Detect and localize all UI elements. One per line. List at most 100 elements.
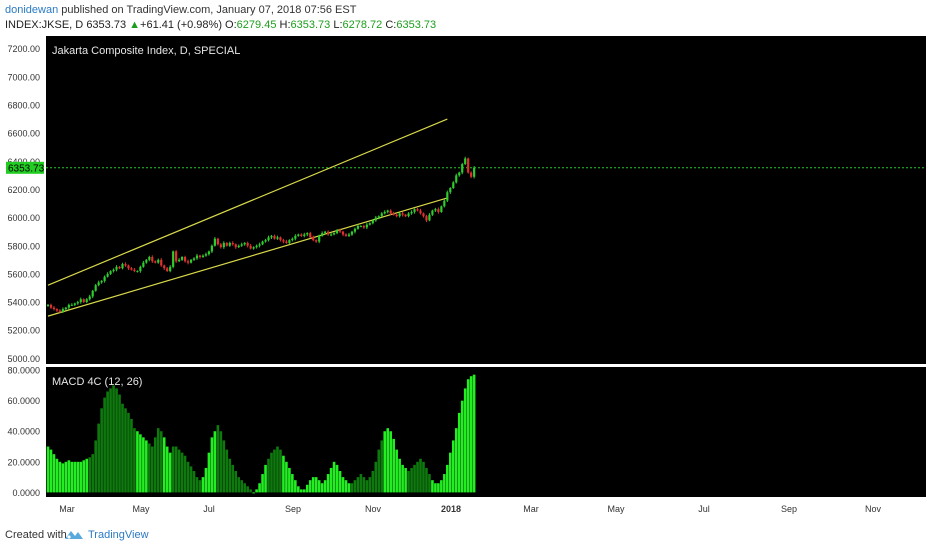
candle <box>389 209 392 216</box>
candle <box>88 294 91 301</box>
candle <box>133 267 136 273</box>
macd-bar <box>454 428 458 493</box>
macd-bar <box>64 461 68 493</box>
candle-body <box>395 214 398 217</box>
candle <box>67 303 70 310</box>
macd-bar <box>326 474 330 493</box>
candle-body <box>288 240 291 243</box>
candle <box>216 237 219 246</box>
macd-bar <box>139 434 142 493</box>
time-tick-label: Sep <box>285 504 301 514</box>
macd-bar <box>451 440 455 493</box>
candle-body <box>327 231 330 235</box>
candle <box>234 243 237 249</box>
tradingview-brand-link[interactable]: TradingView <box>88 529 149 541</box>
candle <box>294 234 297 241</box>
candle-body <box>133 269 136 272</box>
candle <box>124 262 127 267</box>
macd-bar <box>422 461 425 493</box>
candle <box>100 280 103 284</box>
macd-bar <box>240 480 243 493</box>
candle <box>175 250 178 263</box>
candle <box>449 187 452 194</box>
candle-body <box>404 214 407 217</box>
candle <box>321 231 324 237</box>
candle <box>315 239 318 243</box>
macd-bar <box>180 452 184 493</box>
candle-body <box>416 209 419 211</box>
macd-bar <box>225 449 229 493</box>
author-link[interactable]: donidewan <box>5 4 59 16</box>
candle <box>52 306 56 311</box>
candle-body <box>338 230 342 232</box>
candle-body <box>428 214 431 221</box>
candle-body <box>219 244 222 248</box>
time-tick-label: Jul <box>203 504 215 514</box>
candle <box>231 241 234 246</box>
last-price: 6353.73 <box>86 19 127 31</box>
macd-bar <box>67 460 71 493</box>
candle <box>61 307 64 314</box>
candle-body <box>273 235 276 239</box>
macd-bar <box>344 480 348 493</box>
channel-lower-line[interactable] <box>47 197 448 317</box>
macd-bar <box>401 464 404 493</box>
macd-bar <box>219 431 223 493</box>
candle <box>335 228 339 235</box>
candle <box>178 258 181 263</box>
macd-bar <box>207 452 211 493</box>
candle-body <box>97 282 100 286</box>
macd-bar <box>440 480 443 493</box>
time-tick-label: Jul <box>698 504 710 514</box>
macd-bar <box>294 480 297 493</box>
candle <box>303 232 306 238</box>
candle-body <box>279 237 282 241</box>
candle-body <box>166 268 169 272</box>
macd-tick-label: 40.0000 <box>7 427 40 437</box>
candle-body <box>458 172 461 176</box>
candle-body <box>169 266 172 272</box>
candle <box>240 242 243 247</box>
candle <box>195 253 199 260</box>
candle-body <box>410 211 413 214</box>
macd-bar <box>362 477 366 493</box>
macd-bar <box>308 480 312 493</box>
macd-bar <box>267 458 270 493</box>
candle-body <box>294 235 297 239</box>
price-tick-label: 6200.00 <box>7 185 40 195</box>
candle-body <box>103 276 106 281</box>
candle <box>112 268 115 273</box>
candle <box>413 208 416 214</box>
candle <box>186 259 190 265</box>
macd-bar <box>148 443 151 493</box>
macd-bar <box>270 452 273 493</box>
candle-body <box>82 299 85 303</box>
macd-bar <box>204 467 208 493</box>
candle-body <box>383 211 386 214</box>
price-tick-label: 5200.00 <box>7 326 40 336</box>
time-axis[interactable]: Mar May Jul Sep Nov 2018 Mar May Jul Sep Nov <box>59 504 881 514</box>
open-value: 6279.45 <box>236 19 277 31</box>
candle <box>163 264 166 270</box>
macd-axis[interactable]: 80.0000 60.0000 40.0000 20.0000 0.0000 <box>7 366 40 498</box>
macd-bar <box>156 428 160 493</box>
candle-body <box>136 271 139 273</box>
candle <box>425 214 428 223</box>
candle <box>461 162 464 175</box>
chart-canvas[interactable]: 7200.00 7000.00 6800.00 6600.00 6400.00 6200.… <box>0 36 932 518</box>
candle-body <box>461 164 464 173</box>
tradingview-logo-icon[interactable] <box>64 527 84 541</box>
candle <box>437 207 440 214</box>
candle <box>347 232 351 238</box>
price-axis[interactable]: 7200.00 7000.00 6800.00 6600.00 6400.00 6200.… <box>7 44 40 364</box>
channel-upper-line[interactable] <box>47 118 448 286</box>
candle-body <box>324 231 327 234</box>
candle-body <box>258 244 261 246</box>
macd-bar <box>58 461 62 493</box>
candle <box>154 260 157 264</box>
macd-bar <box>127 412 130 493</box>
candle <box>338 228 342 234</box>
high-label: H: <box>279 19 291 31</box>
candle <box>82 298 85 303</box>
candle-body <box>303 234 306 236</box>
